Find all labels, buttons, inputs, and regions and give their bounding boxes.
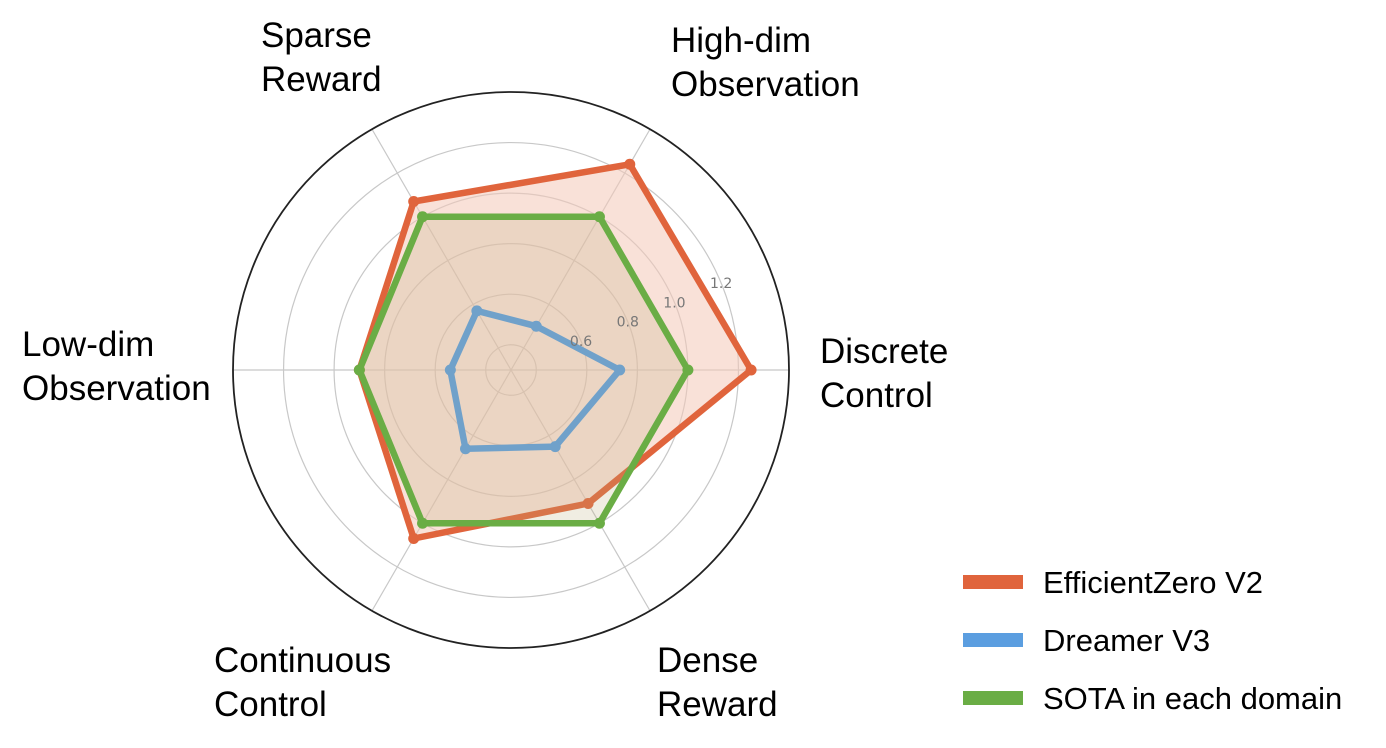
axis-label: Dense Reward (657, 641, 778, 724)
data-point (614, 364, 626, 376)
legend-label: SOTA in each domain (1043, 681, 1342, 716)
data-point (593, 211, 605, 223)
axis-label: Sparse Reward (261, 16, 382, 99)
axis-label: Continuous Control (214, 641, 391, 724)
radial-tick-labels: 0.6 0.8 1.0 1.2 (570, 276, 732, 350)
series-area-sota (359, 216, 688, 524)
legend-swatch (963, 633, 1023, 647)
radar-frame (232, 91, 790, 649)
radial-tick-label: 0.8 (617, 315, 639, 331)
data-point (444, 364, 456, 376)
legend-swatch (963, 691, 1023, 705)
legend-swatch (963, 575, 1023, 589)
data-point (417, 211, 429, 223)
data-point (745, 364, 757, 376)
series-area-efficientzero (359, 164, 752, 539)
legend-label: EfficientZero V2 (1043, 565, 1263, 600)
data-point (582, 498, 594, 510)
axis-label: Discrete Control (820, 332, 948, 415)
radar-series (353, 158, 757, 545)
data-point (682, 364, 694, 376)
radial-tick-label: 1.2 (710, 276, 732, 292)
axis-labels: Discrete Control High-dim Observation Sparse… (22, 16, 948, 724)
data-point (549, 441, 561, 453)
data-point (408, 195, 420, 207)
axis-label: High-dim Observation (671, 21, 860, 104)
data-point (408, 533, 420, 545)
data-point (353, 364, 365, 376)
radial-tick-label: 1.0 (663, 295, 685, 311)
data-point (471, 305, 483, 317)
data-point (460, 443, 472, 455)
legend-label: Dreamer V3 (1043, 623, 1210, 658)
data-point (624, 158, 636, 170)
data-point (530, 320, 542, 332)
radial-tick-label: 0.6 (570, 334, 592, 350)
data-point (593, 517, 605, 529)
axis-label: Low-dim Observation (22, 325, 211, 408)
legend: EfficientZero V2 Dreamer V3 SOTA in each d… (963, 565, 1342, 716)
data-point (417, 517, 429, 529)
